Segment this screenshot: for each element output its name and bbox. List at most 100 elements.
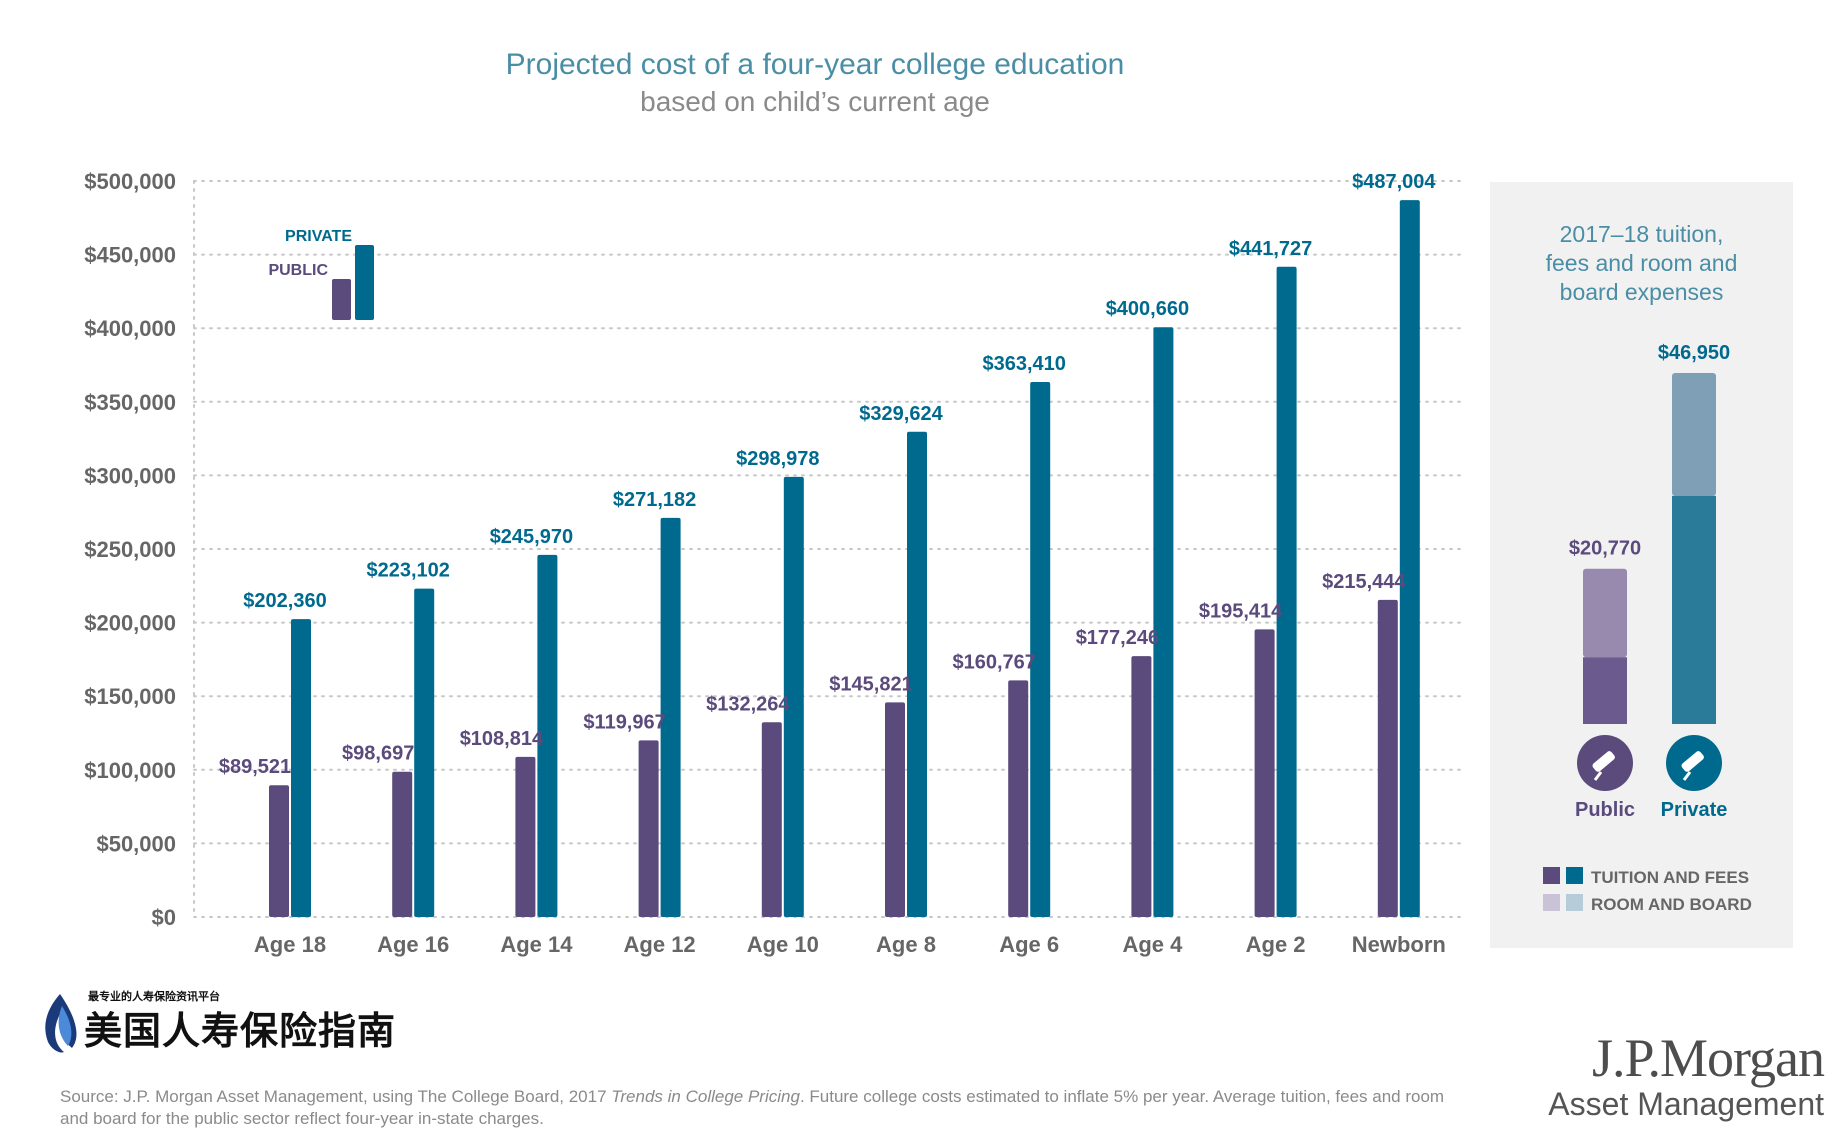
data-label-private: $271,182: [613, 489, 696, 511]
inset-bar-public-tuition: [1583, 657, 1627, 724]
watermark-logo: 最专业的人寿保险资讯平台 美国人寿保险指南: [38, 988, 398, 1058]
bar-private: [537, 554, 558, 917]
flame-logo-icon: [45, 994, 77, 1053]
data-label-public: $98,697: [342, 743, 414, 765]
data-label-private: $329,624: [859, 403, 943, 425]
legend-label-private: PRIVATE: [285, 228, 352, 245]
y-tick-label: $50,000: [96, 831, 176, 856]
data-label-private: $245,970: [490, 526, 573, 548]
data-label-public: $215,444: [1322, 571, 1406, 593]
x-tick-label: Age 10: [747, 932, 819, 957]
bar-private: [1399, 200, 1420, 917]
bar-public: [1008, 680, 1029, 917]
y-tick-label: $300,000: [84, 463, 176, 488]
x-tick-label: Age 14: [500, 932, 573, 957]
inset-bar-private-room: [1672, 373, 1716, 496]
legend-label-tuition: TUITION AND FEES: [1591, 868, 1749, 887]
inset-category-label: Private: [1661, 799, 1728, 821]
chart-subtitle: based on child’s current age: [640, 86, 990, 117]
legend-swatch-tuition-public: [1543, 867, 1560, 884]
inset-panel: 2017–18 tuition, fees and room and board…: [1490, 182, 1793, 948]
data-label-private: $400,660: [1106, 298, 1189, 320]
data-label-public: $108,814: [460, 728, 544, 750]
x-tick-label: Age 12: [624, 932, 696, 957]
inset-category-label: Public: [1575, 799, 1635, 821]
inset-title-line: board expenses: [1559, 279, 1724, 305]
data-label-public: $195,414: [1199, 600, 1283, 622]
bar-public: [638, 740, 659, 917]
bar-public: [761, 722, 782, 917]
x-tick-label: Age 16: [377, 932, 449, 957]
x-tick-label: Newborn: [1352, 932, 1446, 957]
y-tick-label: $0: [152, 905, 176, 930]
x-tick-label: Age 4: [1122, 932, 1183, 957]
data-label-public: $89,521: [219, 756, 291, 778]
data-label-public: $132,264: [706, 693, 790, 715]
bar-public: [515, 756, 536, 917]
x-tick-label: Age 6: [999, 932, 1059, 957]
brand-logo: J.P.Morgan Asset Management: [1524, 1028, 1825, 1122]
bar-private: [1153, 327, 1174, 917]
y-tick-label: $500,000: [84, 169, 176, 194]
data-label-public: $160,767: [952, 651, 1035, 673]
x-tick-label: Age 8: [876, 932, 936, 957]
inset-bar-public-room: [1583, 568, 1627, 658]
legend-swatch-room-private: [1566, 894, 1583, 911]
inset-title-line: 2017–18 tuition,: [1559, 221, 1724, 247]
chart-title: Projected cost of a four-year college ed…: [505, 48, 1125, 81]
source-note: Source: J.P. Morgan Asset Management, us…: [60, 1086, 1460, 1130]
data-label-private: $298,978: [736, 448, 819, 470]
y-tick-label: $400,000: [84, 316, 176, 341]
y-tick-label: $150,000: [84, 684, 176, 709]
data-label-public: $119,967: [583, 711, 665, 733]
y-tick-label: $100,000: [84, 758, 176, 783]
legend-label-public: PUBLIC: [268, 262, 328, 279]
data-label-private: $363,410: [982, 353, 1065, 375]
y-tick-label: $250,000: [84, 537, 176, 562]
x-tick-label: Age 18: [254, 932, 326, 957]
inset-title: 2017–18 tuition, fees and room and board…: [1490, 220, 1793, 307]
bar-private: [783, 476, 804, 917]
legend-swatch-tuition-private: [1566, 867, 1583, 884]
data-label-private: $441,727: [1229, 238, 1312, 260]
bar-public: [885, 702, 905, 917]
bar-private: [1276, 266, 1297, 918]
data-label-private: $202,360: [243, 590, 326, 612]
source-italic: Trends in College Pricing: [611, 1087, 800, 1106]
data-label-public: $145,821: [829, 673, 912, 695]
bar-public: [1131, 656, 1152, 917]
data-label-private: $487,004: [1352, 171, 1436, 193]
source-prefix: Source: J.P. Morgan Asset Management, us…: [60, 1087, 612, 1106]
y-tick-label: $450,000: [84, 243, 176, 268]
data-label-public: $177,246: [1076, 627, 1159, 649]
bar-private: [291, 619, 311, 917]
bar-private: [660, 517, 681, 917]
bar-public: [269, 785, 289, 917]
bar-private: [414, 588, 435, 917]
diploma-icon-ribbon: [1682, 771, 1692, 781]
legend-swatch-public: [332, 279, 351, 320]
x-tick-label: Age 2: [1246, 932, 1306, 957]
data-label-private: $223,102: [366, 560, 449, 582]
watermark-name: 美国人寿保险指南: [84, 1011, 397, 1053]
inset-bar-private-tuition: [1672, 495, 1716, 724]
bar-private: [1030, 382, 1051, 917]
brand-name: J.P.Morgan: [1591, 1028, 1825, 1088]
diploma-icon-ribbon: [1593, 771, 1603, 781]
inset-total-label: $20,770: [1569, 538, 1641, 560]
bar-private: [907, 431, 927, 917]
legend-label-room: ROOM AND BOARD: [1591, 895, 1752, 914]
legend-swatch-room-public: [1543, 894, 1560, 911]
inset-total-label: $46,950: [1658, 342, 1730, 364]
bar-public: [1377, 599, 1398, 917]
diploma-icon-scroll: [1592, 751, 1615, 772]
bar-public: [392, 771, 413, 917]
legend-swatch-private: [355, 245, 374, 320]
y-tick-label: $200,000: [84, 611, 176, 636]
watermark-tagline: 最专业的人寿保险资讯平台: [88, 991, 220, 1003]
source-suffix: . Future college costs estimated to infl…: [60, 1087, 1445, 1128]
diploma-icon-scroll: [1681, 751, 1704, 772]
y-tick-label: $350,000: [84, 390, 176, 415]
inset-title-line: fees and room and: [1545, 250, 1738, 276]
